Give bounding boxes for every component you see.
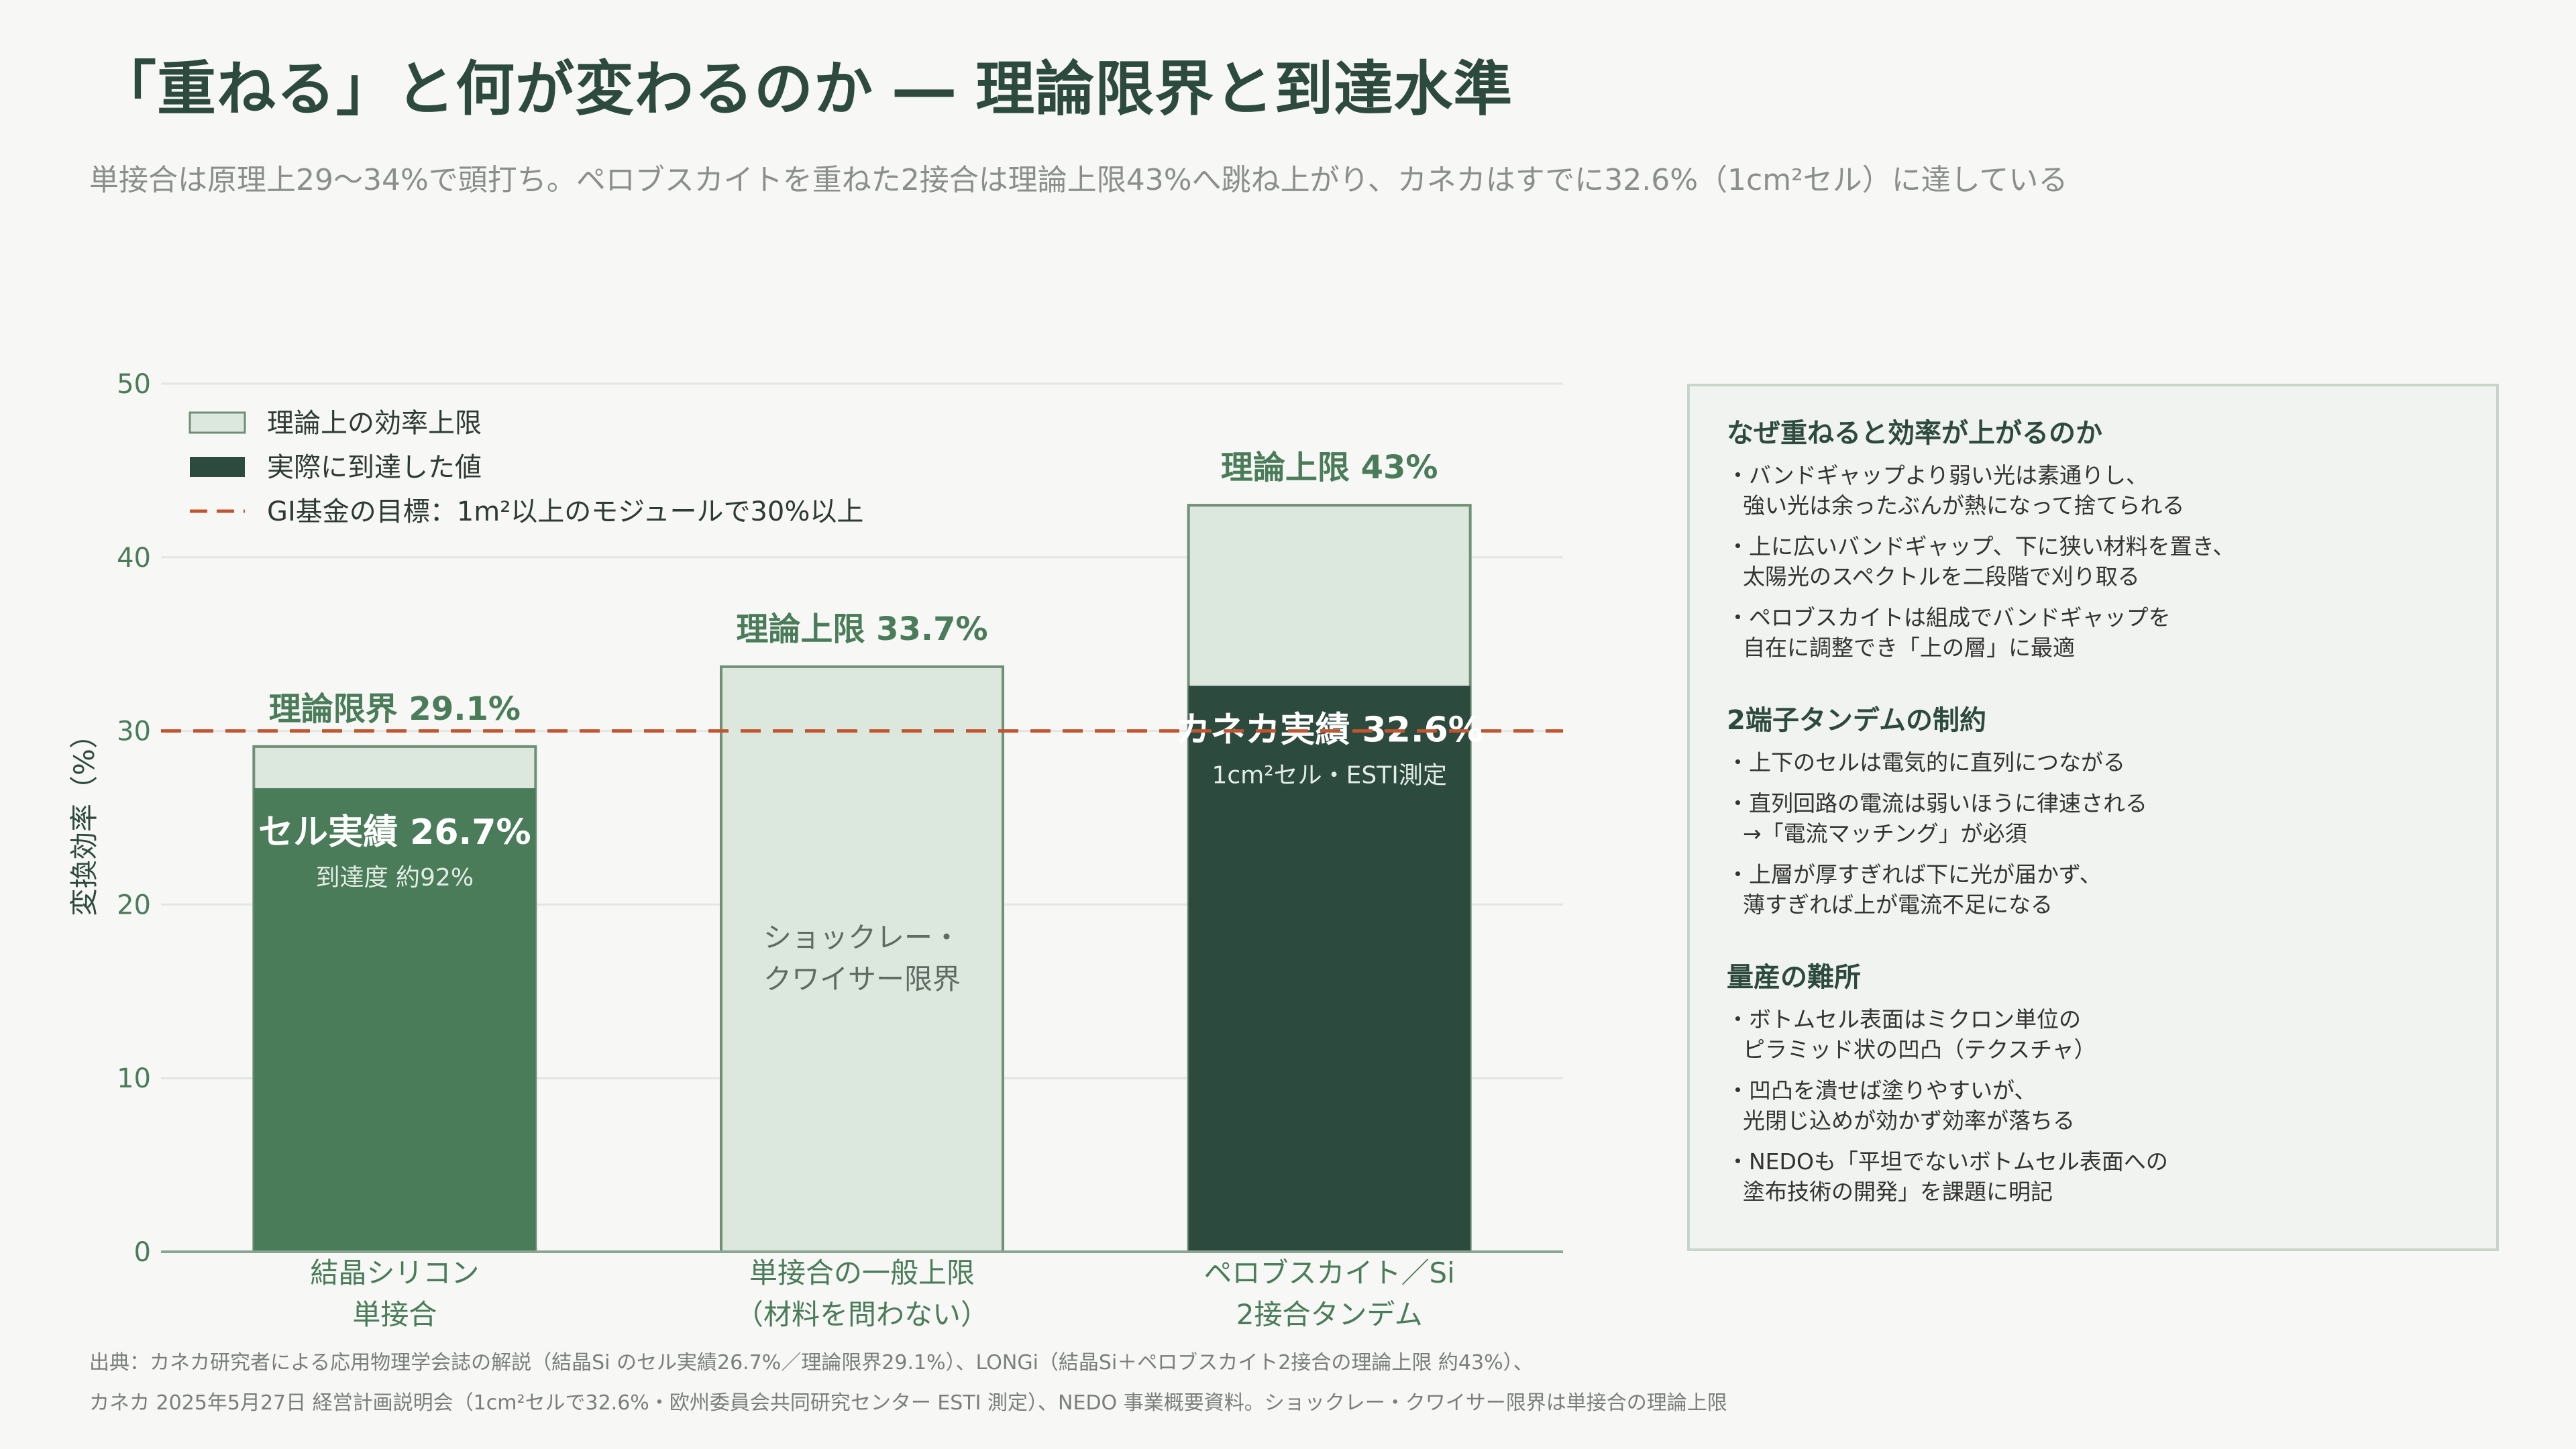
panel-bullet-line: →「電流マッチング」が必須 [1743,820,2027,847]
x-tick-label: 結晶シリコン [310,1256,479,1289]
panel-bullet-line: ・ペロブスカイトは組成でバンドギャップを [1727,604,2171,631]
panel-bullet: ・上に広いバンドギャップ、下に狭い材料を置き、太陽光のスペクトルを二段階で刈り取… [1727,531,2496,592]
actual-sublabel: 1cm²セル・ESTI測定 [1212,761,1446,789]
x-tick-label: 2接合タンデム [1236,1298,1423,1331]
theory-label: 理論上限 33.7% [736,610,987,648]
explanation-panel: なぜ重ねると効率が上がるのか・バンドギャップより弱い光は素通りし、強い光は余った… [1687,384,2499,1251]
panel-bullet-line: ・ボトムセル表面はミクロン単位の [1727,1006,2081,1032]
panel-section-title: 2端子タンデムの制約 [1727,705,1987,736]
y-tick-label: 20 [117,890,151,920]
x-tick-label: ペロブスカイト／Si [1203,1256,1454,1289]
legend-label: GI基金の目標：1m²以上のモジュールで30%以上 [267,496,863,527]
y-tick-label: 10 [117,1063,151,1094]
x-tick-label: 単接合 [352,1298,437,1331]
panel-bullet: ・バンドギャップより弱い光は素通りし、強い光は余ったぶんが熱になって捨てられる [1727,460,2496,521]
actual-sublabel: 到達度 約92% [316,864,474,892]
panel-bullet-line: ・NEDOも「平坦でないボトムセル表面への [1727,1148,2168,1175]
panel-bullet-line: 太陽光のスペクトルを二段階で刈り取る [1743,564,2140,590]
panel-bullet: ・直列回路の電流は弱いほうに律速される →「電流マッチング」が必須 [1727,788,2496,849]
footnote-line: カネカ 2025年5月27日 経営計画説明会（1cm²セルで32.6%・欧州委員… [89,1391,1727,1415]
y-axis-label: 変換効率（%） [68,720,101,916]
legend-swatch-theory [189,411,246,434]
panel-section: なぜ重ねると効率が上がるのか・バンドギャップより弱い光は素通りし、強い光は余った… [1727,415,2496,663]
bar-inner-label: クワイサー限界 [763,963,961,996]
page-subtitle: 単接合は原理上29〜34%で頭打ち。ペロブスカイトを重ねた2接合は理論上限43%… [89,163,2068,197]
actual-bar [254,788,536,1252]
x-tick-label: 単接合の一般上限 [749,1256,975,1289]
panel-bullet-line: 薄すぎれば上が電流不足になる [1743,892,2053,918]
panel-bullet: ・ペロブスカイトは組成でバンドギャップを自在に調整でき「上の層」に最適 [1727,602,2496,663]
panel-section-title: なぜ重ねると効率が上がるのか [1727,418,2102,449]
panel-section: 2端子タンデムの制約 ・上下のセルは電気的に直列につながる ・直列回路の電流は弱いほ… [1727,702,2496,920]
panel-bullet-line: ・凹凸を潰せば塗りやすいが、 [1727,1077,2037,1104]
legend-label: 理論上の効率上限 [267,408,482,439]
panel-bullet-line: ・上下のセルは電気的に直列につながる [1727,749,2125,775]
panel-bullet-line: 光閉じ込めが効かず効率が落ちる [1743,1108,2075,1134]
source-footnote: 出典：カネカ研究者による応用物理学会誌の解説（結晶Si のセル実績26.7%／理… [89,1343,1727,1424]
panel-bullet: ・凹凸を潰せば塗りやすいが、光閉じ込めが効かず効率が落ちる [1727,1075,2496,1136]
panel-bullet-line: 塗布技術の開発」を課題に明記 [1743,1179,2053,1205]
legend-swatch-actual [190,457,245,477]
bar-inner-label: ショックレー・ [763,921,961,954]
actual-label: セル実績 26.7% [258,812,531,853]
theory-label: 理論上限 43% [1221,449,1438,486]
panel-section: 量産の難所・ボトムセル表面はミクロン単位のピラミッド状の凹凸（テクスチャ） ・凹凸… [1727,959,2496,1207]
panel-bullet: ・上層が厚すぎれば下に光が届かず、薄すぎれば上が電流不足になる [1727,859,2496,920]
legend-label: 実際に到達した値 [267,452,482,483]
panel-bullet-line: ・上層が厚すぎれば下に光が届かず、 [1727,861,2102,888]
panel-bullet-line: 強い光は余ったぶんが熱になって捨てられる [1743,492,2185,519]
panel-bullet-line: ・上に広いバンドギャップ、下に狭い材料を置き、 [1727,533,2235,559]
page-title: 「重ねる」と何が変わるのか ― 理論限界と到達水準 [97,54,1513,123]
panel-bullet: ・NEDOも「平坦でないボトムセル表面への塗布技術の開発」を課題に明記 [1727,1146,2496,1207]
y-tick-label: 40 [117,543,151,574]
panel-section-title: 量産の難所 [1727,962,1861,993]
theory-label: 理論限界 29.1% [269,690,521,728]
panel-bullet-line: ・バンドギャップより弱い光は素通りし、 [1727,462,2148,488]
theory-bar [720,665,1004,1253]
y-tick-label: 30 [117,716,151,747]
panel-bullet: ・上下のセルは電気的に直列につながる [1727,747,2496,777]
footnote-line: 出典：カネカ研究者による応用物理学会誌の解説（結晶Si のセル実績26.7%／理… [89,1351,1534,1375]
y-tick-label: 0 [134,1237,151,1268]
panel-bullet-line: ピラミッド状の凹凸（テクスチャ） [1743,1036,2096,1063]
x-tick-label: （材料を問わない） [735,1298,989,1331]
panel-bullet-line: 自在に調整でき「上の層」に最適 [1743,635,2075,661]
actual-bar [1188,686,1470,1252]
efficiency-bar-chart: 0 10 20 30 40 50 変換効率（%） 理論限界 29.1% セル実績 26.7% 到達… [68,369,1563,1331]
panel-bullet-line: ・直列回路の電流は弱いほうに律速される [1727,790,2147,816]
panel-bullet: ・ボトムセル表面はミクロン単位のピラミッド状の凹凸（テクスチャ） [1727,1004,2496,1065]
y-tick-label: 50 [117,369,151,400]
